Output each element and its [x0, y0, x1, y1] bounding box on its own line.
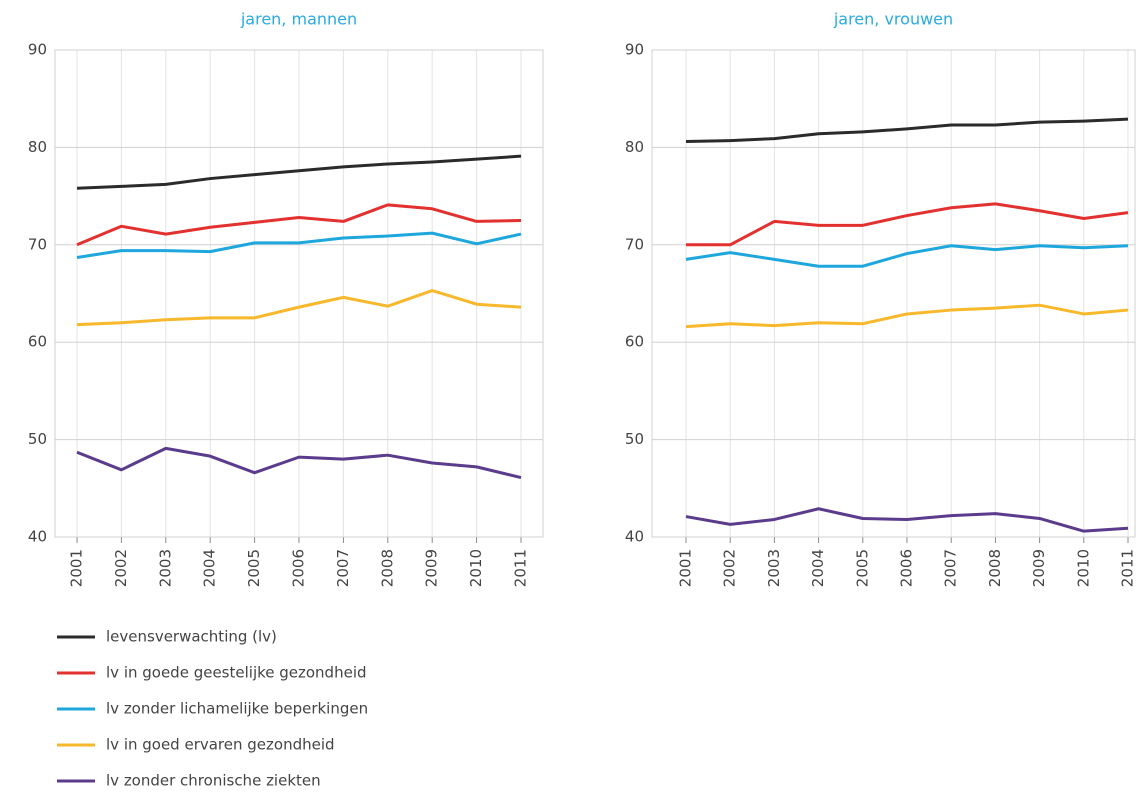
x-tick-label: 2002	[112, 549, 130, 587]
legend-label: lv in goede geestelijke gezondheid	[106, 664, 367, 682]
x-tick-label: 2006	[898, 549, 916, 587]
legend-label: lv in goed ervaren gezondheid	[106, 736, 335, 754]
x-tick-label: 2006	[290, 549, 308, 587]
x-tick-label: 2003	[765, 549, 783, 587]
series-line	[76, 289, 522, 327]
y-tick-label: 60	[625, 333, 644, 351]
x-tick-label: 2004	[201, 549, 219, 587]
x-tick-label: 2007	[942, 549, 960, 587]
x-tick-label: 2010	[1074, 549, 1092, 587]
y-tick-label: 90	[625, 41, 644, 59]
x-tick-label: 2004	[809, 549, 827, 587]
x-tick-label: 2009	[1030, 549, 1048, 587]
series-line	[76, 154, 522, 190]
chart-title: jaren, mannen	[240, 10, 357, 29]
legend-label: lv zonder chronische ziekten	[106, 772, 321, 790]
series-line	[76, 446, 522, 480]
x-tick-label: 2005	[245, 549, 263, 587]
legend-label: lv zonder lichamelijke beperkingen	[106, 700, 368, 718]
x-tick-label: 2001	[677, 549, 695, 587]
y-tick-label: 70	[625, 235, 644, 253]
series-line	[685, 244, 1129, 268]
chart-title: jaren, vrouwen	[833, 10, 953, 29]
x-tick-label: 2003	[156, 549, 174, 587]
series-line	[686, 202, 1129, 247]
y-tick-label: 90	[28, 41, 47, 59]
x-tick-label: 2011	[1119, 549, 1137, 587]
legend-label: levensverwachting (lv)	[106, 628, 277, 646]
series-line	[76, 231, 522, 259]
x-tick-label: 2007	[334, 549, 352, 587]
y-tick-label: 70	[28, 235, 47, 253]
series-line	[76, 203, 522, 247]
x-tick-label: 2010	[467, 549, 485, 587]
x-tick-label: 2005	[853, 549, 871, 587]
series-line	[685, 303, 1129, 329]
x-tick-label: 2011	[512, 549, 530, 587]
x-tick-label: 2001	[68, 549, 86, 587]
y-tick-label: 80	[28, 138, 47, 156]
y-tick-label: 40	[28, 528, 47, 546]
y-tick-label: 60	[28, 333, 47, 351]
series-line	[685, 117, 1129, 144]
y-tick-label: 50	[625, 430, 644, 448]
series-line	[685, 507, 1129, 533]
x-tick-label: 2008	[378, 549, 396, 587]
x-tick-label: 2009	[423, 549, 441, 587]
y-tick-label: 80	[625, 138, 644, 156]
x-tick-label: 2008	[986, 549, 1004, 587]
y-tick-label: 40	[625, 528, 644, 546]
x-tick-label: 2002	[721, 549, 739, 587]
y-tick-label: 50	[28, 430, 47, 448]
